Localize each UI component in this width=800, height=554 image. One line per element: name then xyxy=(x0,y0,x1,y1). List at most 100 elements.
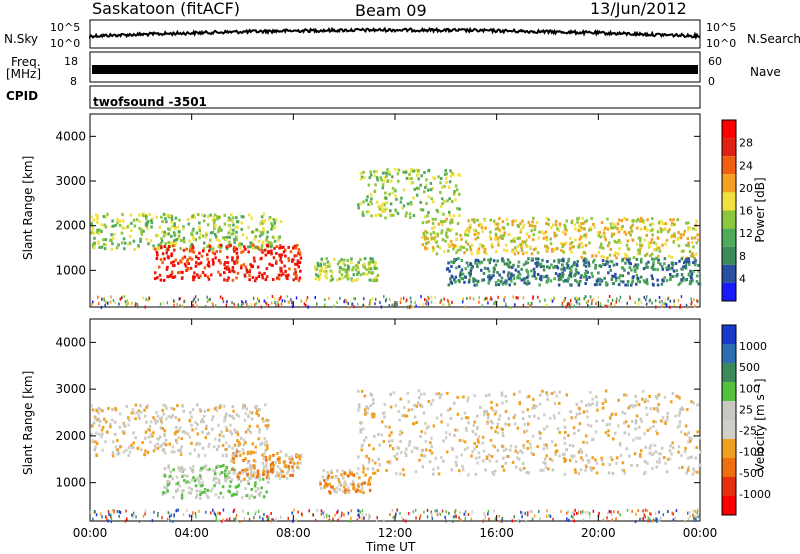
power-cell xyxy=(670,256,674,259)
power-cell xyxy=(645,280,649,284)
x-tick-label: 08:00 xyxy=(276,526,311,540)
velocity-cell xyxy=(238,442,242,446)
power-cell xyxy=(410,177,413,181)
velocity-cell xyxy=(399,439,402,443)
velocity-cell xyxy=(127,445,131,449)
power-cell xyxy=(207,277,211,281)
velocity-cell xyxy=(474,456,478,460)
power-cell xyxy=(400,297,402,301)
power-cell xyxy=(430,300,433,304)
velocity-cell xyxy=(389,405,393,409)
velocity-cell xyxy=(234,517,237,520)
velocity-cell xyxy=(634,404,637,407)
velocity-cell xyxy=(100,512,102,516)
velocity-cell xyxy=(268,454,272,458)
power-cell xyxy=(635,265,639,269)
velocity-cell xyxy=(149,420,153,424)
power-cell xyxy=(330,270,334,274)
power-cell xyxy=(163,257,166,261)
power-cell xyxy=(472,280,475,283)
velocity-cell xyxy=(507,455,510,458)
velocity-cell xyxy=(491,471,494,474)
power-cbar-cell xyxy=(722,210,736,229)
velocity-cell xyxy=(531,510,533,514)
power-cell xyxy=(340,258,343,262)
power-cell xyxy=(500,276,504,280)
power-cell xyxy=(606,261,609,265)
power-cell xyxy=(345,272,349,275)
velocity-cell xyxy=(643,432,646,436)
power-cell xyxy=(675,269,678,273)
power-cell xyxy=(518,272,522,276)
power-cell xyxy=(661,278,664,282)
velocity-cell xyxy=(217,423,220,427)
power-cell xyxy=(452,261,456,265)
power-cell xyxy=(449,174,453,178)
power-cell xyxy=(692,255,695,258)
power-cell xyxy=(466,242,470,246)
power-cell xyxy=(246,270,249,274)
power-cell xyxy=(588,241,591,245)
power-cell xyxy=(417,187,421,191)
velocity-cell xyxy=(402,473,406,477)
power-cell xyxy=(282,250,286,254)
velocity-cell xyxy=(392,516,395,519)
power-cell xyxy=(506,222,510,226)
power-cell xyxy=(236,256,239,260)
power-cell xyxy=(585,301,588,305)
power-cell xyxy=(383,203,386,207)
power-cell xyxy=(640,216,643,220)
velocity-cell xyxy=(504,461,508,465)
power-cell xyxy=(534,247,537,251)
power-cell xyxy=(448,229,452,232)
power-cell xyxy=(193,275,196,279)
velocity-cell xyxy=(262,420,265,423)
power-cell xyxy=(425,242,428,246)
power-cell xyxy=(409,216,412,220)
velocity-cell xyxy=(686,468,690,472)
velocity-cell xyxy=(476,438,480,442)
power-cell xyxy=(156,234,160,237)
velocity-cell xyxy=(217,464,220,468)
power-cell xyxy=(110,233,113,237)
velocity-cell xyxy=(286,471,289,475)
velocity-cell xyxy=(570,416,573,420)
power-cell xyxy=(202,247,206,251)
velocity-cell xyxy=(213,484,216,488)
velocity-cell xyxy=(526,408,529,412)
velocity-cell xyxy=(634,421,638,425)
power-cell xyxy=(174,258,177,262)
power-cell xyxy=(487,275,490,279)
velocity-cell xyxy=(555,394,558,398)
power-cell xyxy=(261,219,264,223)
power-cell xyxy=(140,232,144,236)
power-cbar-cell xyxy=(722,282,736,301)
power-cbar-tick: 16 xyxy=(739,205,753,218)
power-cell xyxy=(212,262,215,266)
power-cell xyxy=(261,221,264,225)
velocity-cell xyxy=(663,456,666,459)
velocity-cell xyxy=(434,509,436,513)
power-cell xyxy=(226,261,230,265)
velocity-cell xyxy=(646,461,649,465)
velocity-cell xyxy=(422,411,426,415)
power-cell xyxy=(696,233,699,237)
power-cell xyxy=(691,236,694,240)
power-cell xyxy=(625,218,629,222)
power-cbar-cell xyxy=(722,174,736,193)
power-cell xyxy=(559,274,563,278)
power-cell xyxy=(231,216,235,220)
velocity-cell xyxy=(369,476,372,480)
power-cell xyxy=(177,230,181,234)
velocity-cell xyxy=(116,439,119,443)
power-cell xyxy=(682,249,685,253)
velocity-cell xyxy=(356,483,360,487)
power-cell xyxy=(166,301,169,305)
power-cell xyxy=(597,295,599,299)
power-cell xyxy=(160,239,164,243)
velocity-cell xyxy=(251,475,254,479)
power-cell xyxy=(354,278,357,282)
velocity-cell xyxy=(247,427,250,431)
velocity-cell xyxy=(591,438,594,442)
power-cell xyxy=(623,268,626,272)
